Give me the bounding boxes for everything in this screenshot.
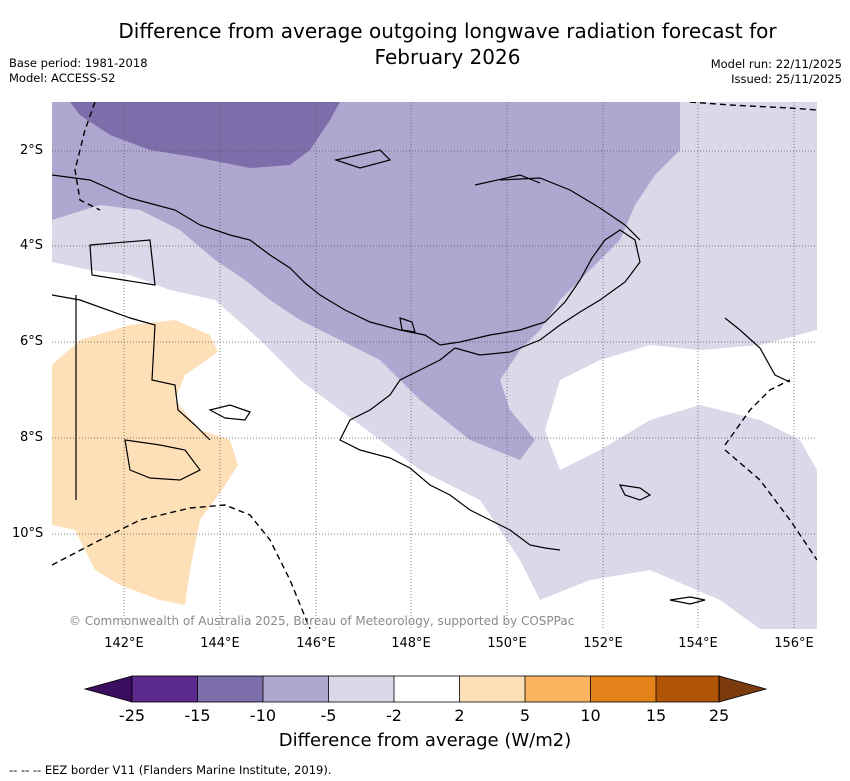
anomaly-region-minus15: [70, 102, 340, 168]
lat-label: 10°S: [12, 526, 44, 541]
lon-label: 144°E: [200, 636, 240, 651]
colorbar-bin: [197, 676, 263, 702]
colorbar-bin: [590, 676, 656, 702]
model-run: Model run: 22/11/2025: [710, 57, 842, 71]
anomaly-region-minus10: [52, 102, 680, 460]
lat-label: 2°S: [20, 143, 44, 158]
title-line-1: Difference from average outgoing longwav…: [118, 19, 777, 43]
colorbar-tick: -25: [118, 706, 146, 725]
colorbar-tick: 10: [580, 706, 601, 725]
anomaly-region-minus5-east: [790, 555, 817, 580]
meta-left: Base period: 1981-2018 Model: ACCESS-S2: [9, 56, 148, 86]
colorbar-bin: [459, 676, 525, 702]
lon-label: 150°E: [487, 636, 527, 651]
model-name: Model: ACCESS-S2: [9, 71, 116, 85]
lon-label: 156°E: [774, 636, 814, 651]
lon-label: 154°E: [678, 636, 718, 651]
map-title: Difference from average outgoing longwav…: [0, 18, 850, 70]
map-panel: [52, 102, 817, 629]
colorbar-tick: -5: [320, 706, 337, 725]
eez-borders: [52, 102, 817, 629]
colorbar-extend-low: [83, 675, 133, 703]
colorbar-tick: 15: [645, 706, 667, 725]
lon-label: 146°E: [296, 636, 336, 651]
colorbar-tick: 25: [708, 706, 730, 725]
lat-label: 8°S: [20, 430, 44, 445]
graticule: [52, 102, 817, 629]
colorbar-bin: [394, 676, 460, 702]
colorbar-extend-high: [718, 675, 768, 703]
colorbar-bin: [656, 676, 719, 702]
issued-date: Issued: 25/11/2025: [731, 72, 842, 86]
colorbar-bin: [263, 676, 329, 702]
colorbar-tick: -15: [184, 706, 211, 725]
colorbar-tick: 2: [454, 706, 465, 725]
colorbar-label: Difference from average (W/m2): [278, 730, 572, 751]
meta-right: Model run: 22/11/2025 Issued: 25/11/2025: [711, 57, 842, 87]
lon-label: 148°E: [391, 636, 431, 651]
colorbar-outline: [131, 675, 720, 703]
anomaly-region-plus2: [52, 320, 238, 605]
coastlines: [52, 149, 791, 605]
colorbar-tick: 5: [519, 706, 531, 725]
lon-label: 142°E: [104, 636, 144, 651]
title-line-2: February 2026: [374, 45, 521, 69]
lat-label: 6°S: [20, 334, 44, 349]
colorbar-tick: -2: [386, 706, 402, 725]
lat-label: 4°S: [20, 238, 44, 253]
colorbar-bin: [132, 676, 198, 702]
colorbar-bin: [525, 676, 591, 702]
lon-label: 152°E: [583, 636, 623, 651]
copyright-notice: © Commonwealth of Australia 2025, Bureau…: [69, 614, 575, 628]
colorbar-tick: -10: [249, 706, 277, 725]
base-period: Base period: 1981-2018: [9, 56, 148, 70]
colorbar-bin: [328, 676, 394, 702]
eez-footnote: -- -- -- EEZ border V11 (Flanders Marine…: [9, 763, 332, 777]
colorbar: [83, 675, 768, 703]
